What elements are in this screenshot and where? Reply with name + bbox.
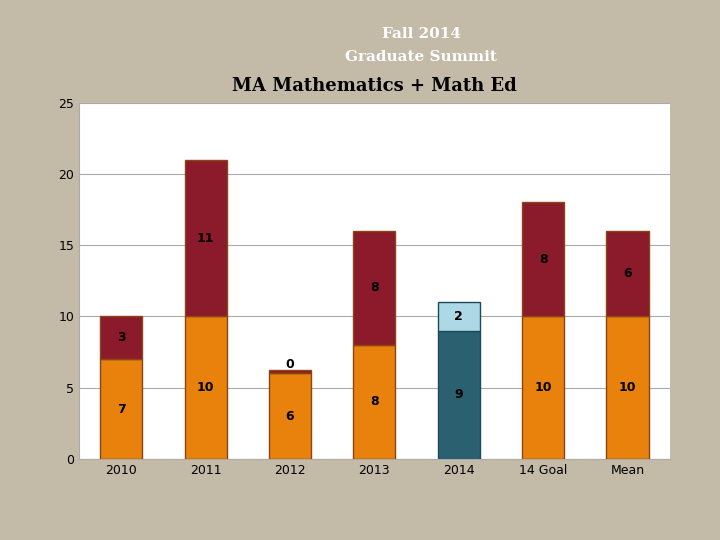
Text: 7: 7: [117, 403, 126, 416]
Bar: [438, 302, 480, 330]
Text: 8: 8: [370, 395, 379, 408]
Bar: [100, 316, 143, 359]
Text: 6: 6: [623, 267, 631, 280]
Bar: [606, 231, 649, 316]
Bar: [522, 202, 564, 316]
Text: 9: 9: [454, 388, 463, 401]
Text: 10: 10: [534, 381, 552, 394]
Bar: [354, 345, 395, 459]
Title: MA Mathematics + Math Ed: MA Mathematics + Math Ed: [232, 77, 517, 96]
Bar: [184, 160, 227, 316]
Text: 6: 6: [286, 410, 294, 423]
Bar: [438, 330, 480, 459]
Text: 11: 11: [197, 232, 215, 245]
Text: Fall 2014: Fall 2014: [382, 28, 461, 42]
Text: 8: 8: [539, 253, 547, 266]
Text: 3: 3: [117, 332, 126, 345]
Bar: [100, 359, 143, 459]
Text: 10: 10: [197, 381, 215, 394]
Bar: [606, 316, 649, 459]
Text: 10: 10: [618, 381, 636, 394]
Bar: [184, 316, 227, 459]
Bar: [269, 374, 311, 459]
Text: 2: 2: [454, 310, 463, 323]
Bar: [354, 231, 395, 345]
Text: 0: 0: [286, 359, 294, 372]
Text: Graduate Summit: Graduate Summit: [346, 50, 497, 64]
Bar: [269, 370, 311, 374]
Bar: [522, 316, 564, 459]
Text: 8: 8: [370, 281, 379, 294]
